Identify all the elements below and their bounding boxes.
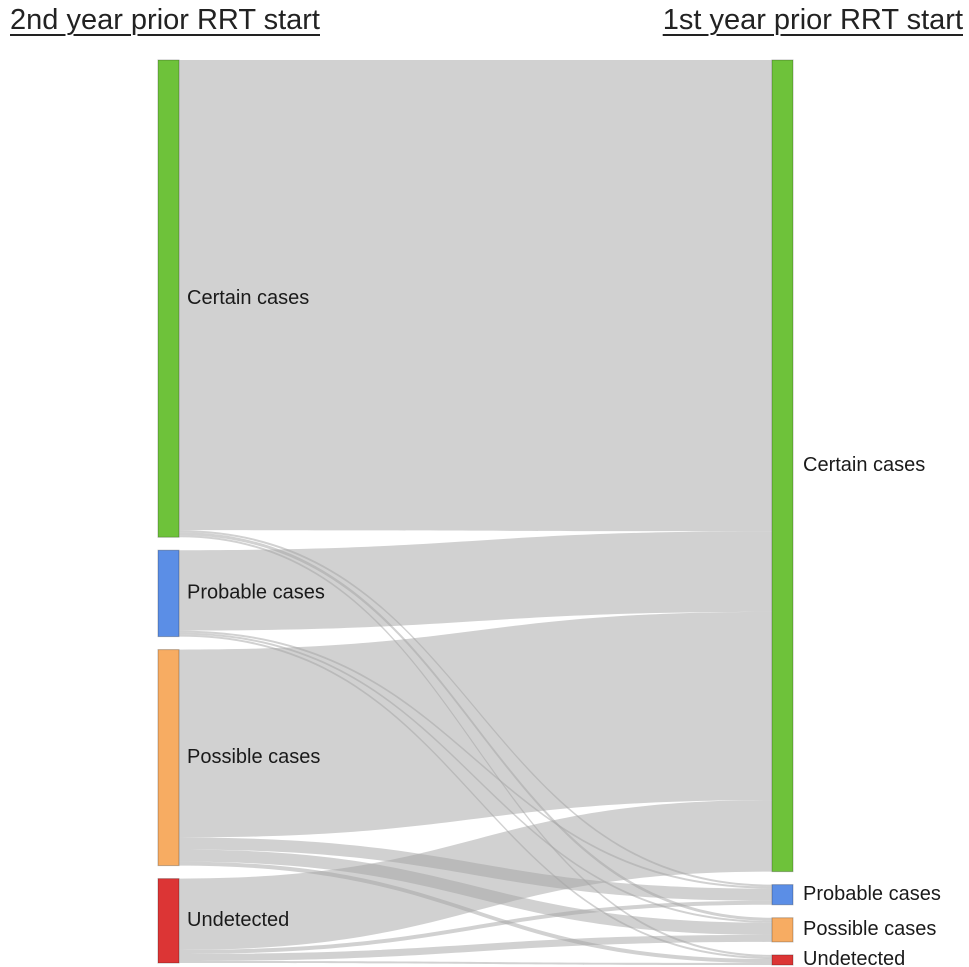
link-undetected-to-probable-cases xyxy=(179,900,772,954)
right-node-certain-cases xyxy=(771,59,794,873)
link-certain-cases-to-certain-cases xyxy=(179,60,772,532)
left-label-undetected: Undetected xyxy=(187,909,289,931)
right-label-possible-cases: Possible cases xyxy=(803,918,936,940)
link-undetected-to-undetected xyxy=(179,960,772,965)
right-node-possible-cases xyxy=(771,917,794,943)
left-label-certain-cases: Certain cases xyxy=(187,287,309,309)
left-node-possible-cases xyxy=(157,649,180,867)
link-undetected-to-possible-cases xyxy=(179,934,772,961)
right-column-title: 1st year prior RRT start xyxy=(662,4,963,36)
link-possible-cases-to-undetected xyxy=(179,861,772,963)
right-node-probable-cases xyxy=(771,884,794,906)
category-nodes xyxy=(157,59,794,966)
right-label-undetected: Undetected xyxy=(803,948,905,967)
right-label-probable-cases: Probable cases xyxy=(803,883,941,905)
link-probable-cases-to-certain-cases xyxy=(179,531,772,631)
right-label-certain-cases: Certain cases xyxy=(803,454,925,476)
right-node-undetected xyxy=(771,954,794,966)
link-possible-cases-to-certain-cases xyxy=(179,611,772,838)
left-column-title: 2nd year prior RRT start xyxy=(10,4,320,36)
node-labels: Certain cases Probable cases Possible case… xyxy=(187,287,941,967)
left-node-undetected xyxy=(157,878,180,964)
left-label-probable-cases: Probable cases xyxy=(187,582,325,604)
link-undetected-to-certain-cases xyxy=(179,800,772,950)
left-label-possible-cases: Possible cases xyxy=(187,746,320,768)
left-node-probable-cases xyxy=(157,549,180,638)
flow-links xyxy=(179,60,772,965)
left-node-certain-cases xyxy=(157,59,180,538)
